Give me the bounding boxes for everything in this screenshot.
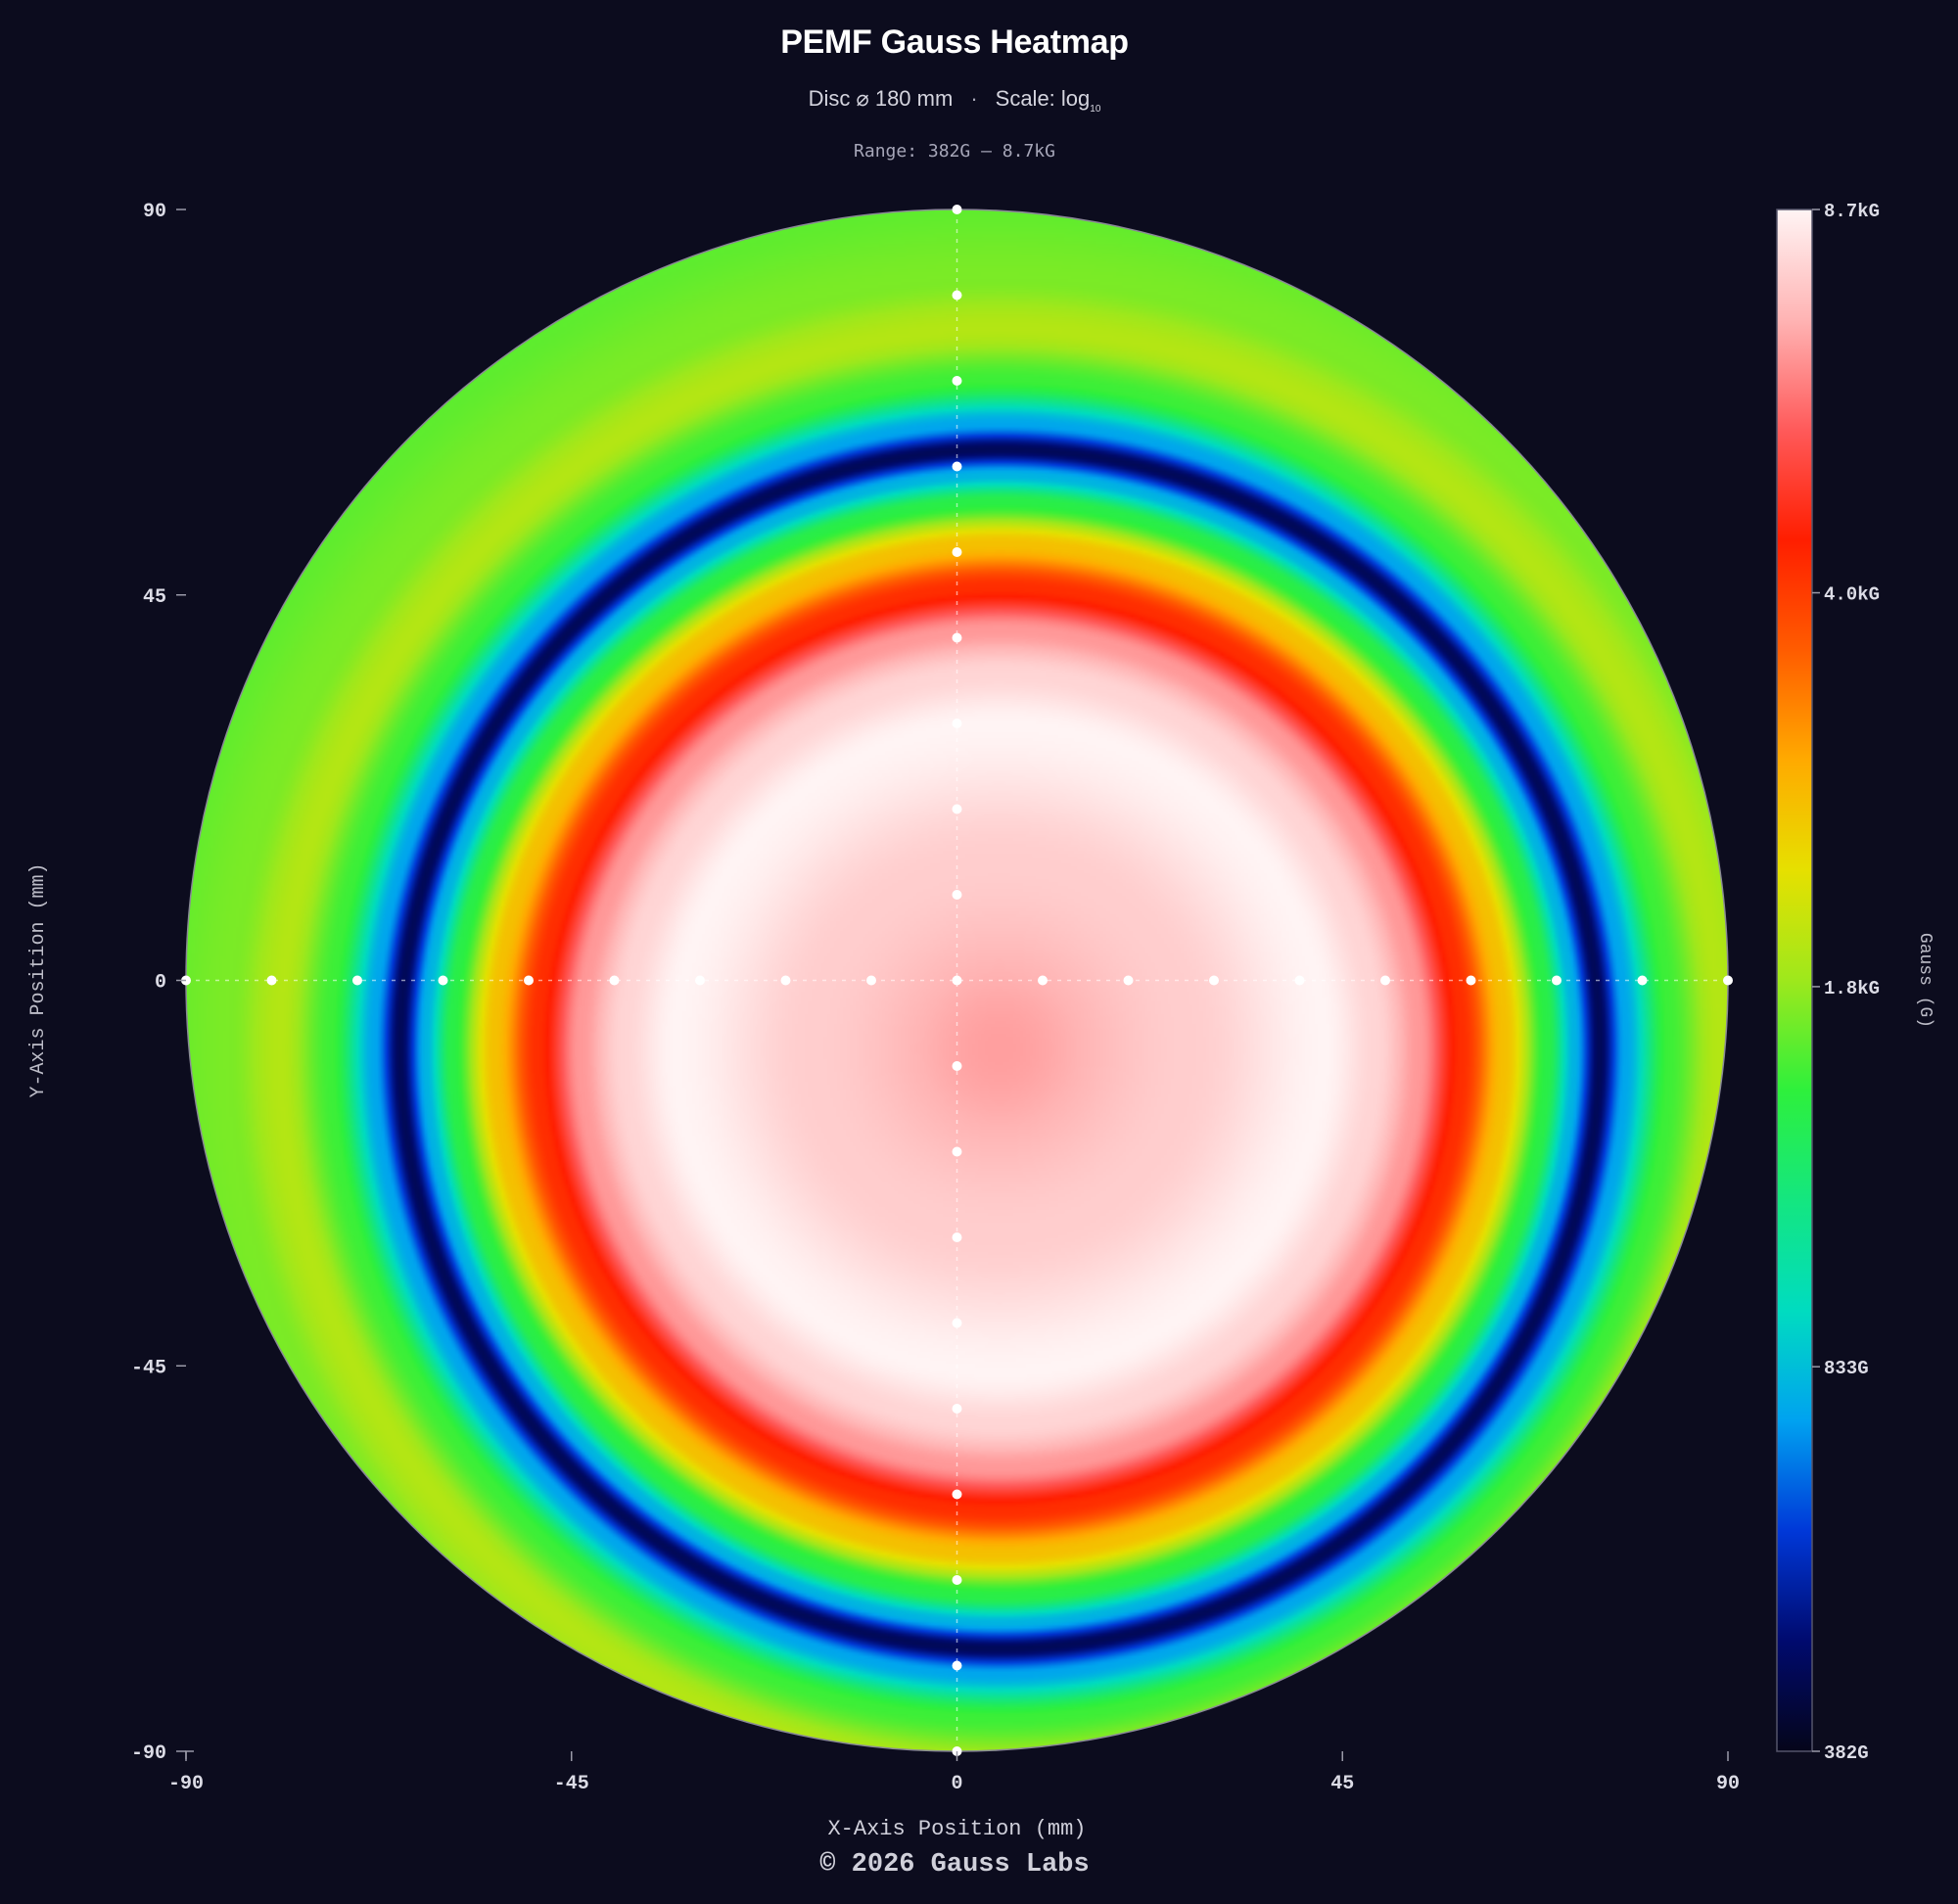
sample-point [952,205,962,214]
colorbar-label: Gauss (G) [1915,933,1935,1028]
sample-point [952,804,962,814]
sample-point [952,632,962,643]
sample-point [1466,975,1476,986]
sample-point [952,1404,962,1414]
sample-point [1723,975,1733,986]
colorbar-tick-label: 4.0kG [1824,584,1880,606]
sample-point [1123,975,1134,986]
subtitle-separator: · [970,86,978,111]
sample-point [1209,975,1219,986]
sample-point [952,890,962,900]
x-axis-label: X-Axis Position (mm) [827,1817,1086,1841]
sample-point [952,1232,962,1242]
sample-point [352,975,362,986]
chart-title: PEMF Gauss Heatmap [780,23,1129,61]
y-axis: -90 -45 0 45 90 [131,201,186,1765]
sample-point [780,975,791,986]
colorbar-tick-label: 1.8kG [1824,978,1880,999]
sample-point [695,975,705,986]
y-axis-label: Y-Axis Position (mm) [27,862,50,1097]
sample-point [952,461,962,472]
sample-points [181,205,1733,1756]
sample-point [952,290,962,301]
sample-point [438,975,448,986]
y-tick-label: -90 [131,1742,166,1765]
colorbar-tick-label: 8.7kG [1824,201,1880,222]
subtitle-scale-base: 10 [1090,104,1101,115]
x-tick-label: 0 [951,1773,962,1795]
sample-point [952,547,962,557]
range-readout: Range: 382G — 8.7kG [854,141,1055,162]
x-axis-corner [185,1750,194,1759]
x-axis: -90 -45 0 45 90 [168,1750,1740,1795]
sample-point [1380,975,1390,986]
colorbar-tick-label: 833G [1824,1358,1869,1379]
subtitle-disc: Disc ⌀ 180 mm [808,86,954,111]
sample-point [952,1061,962,1071]
subtitle-scale: Scale: log [995,86,1091,111]
sample-point [952,1318,962,1328]
sample-point [952,1489,962,1500]
sample-point [952,1575,962,1585]
sample-point [1294,975,1305,986]
y-tick-label: -45 [131,1357,166,1379]
sample-point [1552,975,1562,986]
sample-point [952,1660,962,1671]
colorbar-ticks: 382G 833G 1.8kG 4.0kG 8.7kG [1812,201,1880,1764]
sample-point [866,975,876,986]
copyright-credit: © 2026 Gauss Labs [819,1850,1090,1880]
y-tick-label: 45 [143,586,166,609]
sample-point [524,975,534,986]
x-tick-label: -45 [554,1773,589,1795]
sample-point [1038,975,1048,986]
colorbar [1776,209,1813,1752]
sample-point [266,975,277,986]
x-tick-label: 45 [1330,1773,1354,1795]
x-tick-label: 90 [1716,1773,1740,1795]
x-tick-label: -90 [168,1773,204,1795]
sample-point [952,376,962,386]
sample-point [1637,975,1648,986]
sample-point [952,975,962,986]
sample-point [609,975,620,986]
y-tick-label: 90 [143,201,166,223]
chart-subtitle: Disc ⌀ 180 mm · Scale: log10 [0,86,1909,115]
colorbar-tick-label: 382G [1824,1742,1869,1764]
sample-point [952,719,962,728]
sample-point [952,1146,962,1157]
y-tick-label: 0 [155,972,166,995]
